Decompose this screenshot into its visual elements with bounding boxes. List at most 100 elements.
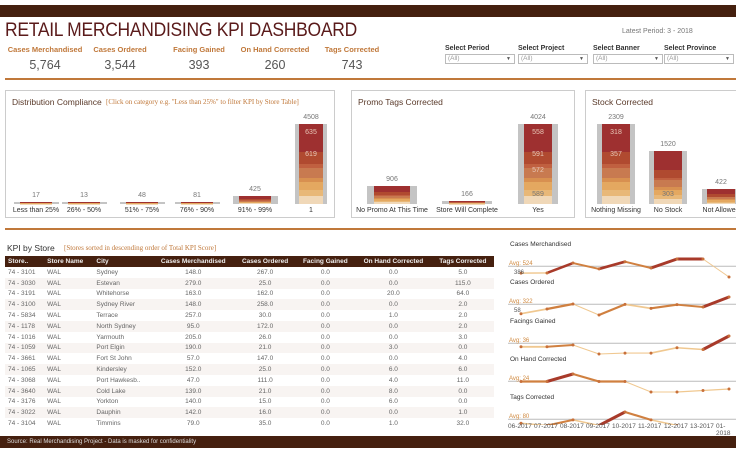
- bar-segment: [125, 202, 159, 203]
- bar-segment: [238, 200, 272, 202]
- column-header[interactable]: Facing Gained: [295, 256, 356, 267]
- table-row[interactable]: 74 - 5834 WAL Terrace 257.0 30.0 0.0 1.0 2.0: [5, 310, 494, 321]
- bar-segment: [67, 202, 101, 203]
- bar[interactable]: [174, 202, 220, 204]
- category-label[interactable]: 1: [309, 207, 313, 214]
- table-row[interactable]: 74 - 3068 WAL Port Hawkesb.. 47.0 111.0 0.0 4.…: [5, 375, 494, 386]
- sparkline-segment: [702, 388, 730, 392]
- category-label[interactable]: No Promo At This Time: [356, 207, 428, 214]
- bar[interactable]: [232, 196, 278, 204]
- sparkline-segment: [650, 303, 678, 310]
- sparkline-point: [623, 380, 627, 383]
- category-label[interactable]: 91% - 99%: [237, 207, 273, 214]
- select-period[interactable]: Select Period (All) ▼: [445, 45, 515, 64]
- category-label[interactable]: Less than 25%: [12, 207, 60, 214]
- bar-segment: [299, 196, 323, 204]
- table-cell: WAL: [44, 299, 94, 311]
- bar[interactable]: [61, 202, 107, 204]
- table-cell: 79.0: [186, 420, 200, 428]
- table-cell: 0.0: [320, 355, 330, 363]
- x-tick-label: 01-2018: [716, 423, 731, 437]
- table-cell: Port Hawkesb..: [96, 376, 141, 384]
- table-cell: 2.0: [431, 299, 494, 311]
- bar-segment: [523, 190, 553, 196]
- sparkline-segment: [572, 372, 600, 383]
- average-label: Avg: 24: [509, 376, 530, 382]
- sparkline-segment: [598, 410, 626, 425]
- bar[interactable]: [649, 151, 687, 205]
- bar[interactable]: [518, 124, 558, 204]
- table-cell: 1.0: [431, 407, 494, 419]
- table-row[interactable]: 74 - 3101 WAL Sydney 148.0 267.0 0.0 0.0 5.0: [5, 267, 494, 278]
- bar[interactable]: [13, 202, 59, 204]
- bar[interactable]: [442, 200, 492, 204]
- sparkline-point: [701, 257, 705, 261]
- table-row[interactable]: 74 - 1065 WAL Kindersley 152.0 25.0 0.0 6.0 6.0: [5, 364, 494, 375]
- bar-total-label: 13: [80, 192, 88, 199]
- column-header[interactable]: City: [93, 256, 152, 267]
- column-header[interactable]: Cases Merchandised: [151, 256, 235, 267]
- table-row[interactable]: 74 - 1059 WAL Port Elgin 190.0 21.0 0.0 3.0 0.0: [5, 342, 494, 354]
- sparkline-point: [649, 390, 653, 394]
- column-header[interactable]: Tags Corrected: [431, 256, 494, 267]
- segment-label: 318: [610, 128, 622, 136]
- category-label[interactable]: 26% - 50%: [66, 207, 102, 214]
- category-label[interactable]: Yes: [532, 207, 544, 214]
- bar-segment: [602, 182, 630, 191]
- table-row[interactable]: 74 - 3104 WAL Timmins 79.0 35.0 0.0 1.0 32.0: [5, 418, 494, 429]
- sparkline-point: [519, 271, 523, 275]
- table-row[interactable]: 74 - 3176 WAL Yorkton 140.0 15.0 0.0 6.0 0.0: [5, 397, 494, 408]
- segment-label: 558: [532, 128, 544, 136]
- bar[interactable]: [702, 189, 736, 204]
- bar-segment: [707, 202, 735, 204]
- category-label[interactable]: 51% - 75%: [124, 207, 160, 214]
- bar[interactable]: [119, 202, 165, 204]
- table-row[interactable]: 74 - 3100 WAL Sydney River 148.0 258.0 0.0 0.0…: [5, 299, 494, 311]
- category-label[interactable]: Not Allowed: [702, 207, 736, 214]
- category-label[interactable]: Store Will Complete: [436, 207, 498, 214]
- bar-segment: [707, 197, 735, 200]
- category-label[interactable]: Nothing Missing: [591, 207, 641, 214]
- segment-label: 357: [610, 151, 622, 158]
- table-cell: 74 - 3661: [8, 355, 36, 363]
- table-cell: 0.0: [355, 407, 432, 419]
- bar-segment: [602, 196, 630, 204]
- bar-segment: [238, 202, 272, 204]
- column-header[interactable]: On Hand Corrected: [355, 256, 432, 267]
- table-cell: 0.0: [320, 312, 330, 320]
- sparkline-segment: [572, 303, 600, 316]
- table-row[interactable]: 74 - 1178 WAL North Sydney 95.0 172.0 0.0 0.0 2…: [5, 320, 494, 332]
- table-cell: 21.0: [234, 385, 296, 397]
- bar-segment: [374, 199, 410, 201]
- bar[interactable]: [295, 124, 327, 204]
- kpi-on-hand-corrected: On Hand Corrected 260: [240, 45, 310, 72]
- table-row[interactable]: 74 - 3030 WAL Estevan 279.0 25.0 0.0 0.0 115.0: [5, 277, 494, 289]
- table-cell: Terrace: [96, 312, 119, 320]
- column-header[interactable]: Store..: [5, 256, 45, 267]
- table-row[interactable]: 74 - 3661 WAL Fort St John 57.0 147.0 0.0 0.0 4…: [5, 353, 494, 364]
- select-province[interactable]: Select Province (All) ▼: [664, 45, 734, 64]
- table-row[interactable]: 74 - 3022 WAL Dauphin 142.0 16.0 0.0 0.0 1.0: [5, 407, 494, 419]
- category-label[interactable]: 76% - 90%: [179, 207, 215, 214]
- sparkline-segment: [572, 262, 600, 270]
- table-cell: WAL: [44, 277, 94, 289]
- select-project[interactable]: Select Project (All) ▼: [518, 45, 588, 64]
- sparkline-segment: [598, 303, 626, 317]
- column-header[interactable]: Store Name: [44, 256, 94, 267]
- table-row[interactable]: 74 - 1016 WAL Yarmouth 205.0 26.0 0.0 0.0 3.0: [5, 332, 494, 343]
- table-cell: 0.0: [295, 299, 356, 311]
- category-label[interactable]: No Stock: [653, 207, 683, 214]
- table-cell: 2.0: [458, 312, 468, 320]
- table-cell: 16.0: [234, 407, 296, 419]
- column-header[interactable]: Cases Ordered: [234, 256, 296, 267]
- bar-segment: [602, 124, 630, 152]
- bar-segment: [299, 190, 323, 196]
- table-row[interactable]: 74 - 3640 WAL Cold Lake 139.0 21.0 0.0 8.0 0.0: [5, 385, 494, 397]
- sparkline-segment: [676, 389, 704, 393]
- table-row[interactable]: 74 - 3191 WAL Whitehorse 163.0 162.0 0.0 20.0 6…: [5, 289, 494, 300]
- select-banner[interactable]: Select Banner (All) ▼: [593, 45, 663, 64]
- sparkline-point: [623, 260, 627, 264]
- bar[interactable]: [597, 124, 635, 204]
- bar[interactable]: [367, 185, 417, 204]
- sparkline-point: [597, 424, 601, 425]
